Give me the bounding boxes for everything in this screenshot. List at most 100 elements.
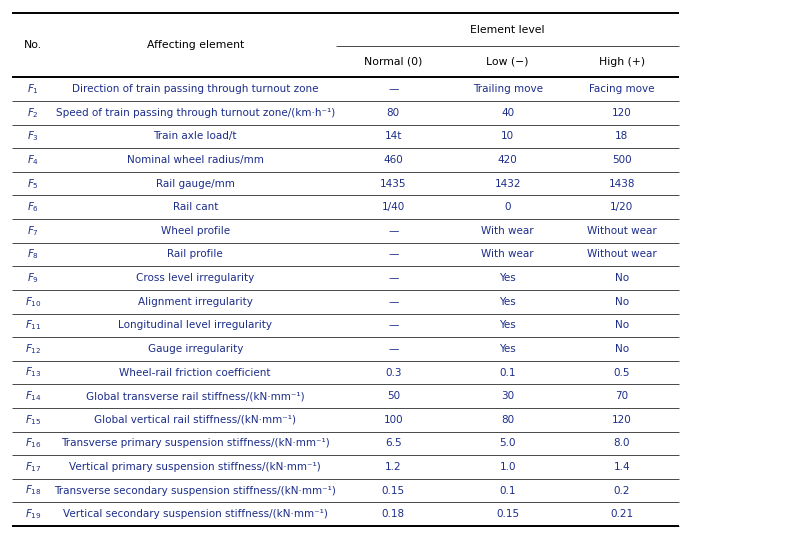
Text: 14t: 14t: [385, 131, 402, 142]
Text: Vertical primary suspension stiffness/(kN·mm⁻¹): Vertical primary suspension stiffness/(k…: [69, 462, 321, 472]
Text: Longitudinal level irregularity: Longitudinal level irregularity: [118, 320, 272, 331]
Text: $F_{14}$: $F_{14}$: [24, 389, 42, 403]
Text: $F_5$: $F_5$: [27, 177, 39, 191]
Text: 10: 10: [501, 131, 514, 142]
Text: $F_7$: $F_7$: [27, 224, 39, 238]
Text: Wheel profile: Wheel profile: [161, 226, 230, 236]
Text: 0.21: 0.21: [611, 509, 634, 519]
Text: Yes: Yes: [500, 273, 516, 283]
Text: 1.4: 1.4: [614, 462, 630, 472]
Text: $F_{16}$: $F_{16}$: [24, 436, 42, 450]
Text: Without wear: Without wear: [587, 249, 656, 260]
Text: 1.0: 1.0: [500, 462, 516, 472]
Text: Low (−): Low (−): [486, 57, 529, 67]
Text: $F_4$: $F_4$: [27, 153, 39, 167]
Text: 0.3: 0.3: [385, 367, 402, 378]
Text: Nominal wheel radius/mm: Nominal wheel radius/mm: [127, 155, 264, 165]
Text: 40: 40: [501, 108, 514, 118]
Text: $F_1$: $F_1$: [27, 82, 39, 96]
Text: Yes: Yes: [500, 320, 516, 331]
Text: —: —: [388, 344, 399, 354]
Text: —: —: [388, 320, 399, 331]
Text: $F_{11}$: $F_{11}$: [24, 318, 41, 332]
Text: 30: 30: [501, 391, 514, 401]
Text: No: No: [615, 297, 629, 307]
Text: 1432: 1432: [494, 179, 521, 189]
Text: 0.18: 0.18: [381, 509, 405, 519]
Text: 1.2: 1.2: [385, 462, 402, 472]
Text: Without wear: Without wear: [587, 226, 656, 236]
Text: Affecting element: Affecting element: [147, 41, 243, 50]
Text: $F_6$: $F_6$: [27, 200, 39, 214]
Text: 1438: 1438: [608, 179, 635, 189]
Text: Train axle load/t: Train axle load/t: [154, 131, 237, 142]
Text: 0.15: 0.15: [496, 509, 519, 519]
Text: High (+): High (+): [599, 57, 645, 67]
Text: 80: 80: [387, 108, 400, 118]
Text: $F_{10}$: $F_{10}$: [24, 295, 42, 309]
Text: 0.15: 0.15: [381, 485, 405, 496]
Text: Yes: Yes: [500, 344, 516, 354]
Text: 8.0: 8.0: [614, 438, 630, 449]
Text: —: —: [388, 226, 399, 236]
Text: 50: 50: [387, 391, 400, 401]
Text: Facing move: Facing move: [589, 84, 655, 94]
Text: 80: 80: [501, 415, 514, 425]
Text: 0.5: 0.5: [614, 367, 630, 378]
Text: 0.2: 0.2: [614, 485, 630, 496]
Text: —: —: [388, 249, 399, 260]
Text: Trailing move: Trailing move: [473, 84, 543, 94]
Text: Yes: Yes: [500, 297, 516, 307]
Text: 70: 70: [615, 391, 629, 401]
Text: With wear: With wear: [481, 226, 534, 236]
Text: 500: 500: [612, 155, 632, 165]
Text: 5.0: 5.0: [500, 438, 516, 449]
Text: 0.1: 0.1: [500, 367, 516, 378]
Text: $F_{12}$: $F_{12}$: [25, 342, 41, 356]
Text: $F_{17}$: $F_{17}$: [24, 460, 41, 474]
Text: No.: No.: [24, 41, 42, 50]
Text: $F_{15}$: $F_{15}$: [24, 413, 41, 427]
Text: $F_9$: $F_9$: [27, 271, 39, 285]
Text: 420: 420: [498, 155, 518, 165]
Text: Rail profile: Rail profile: [167, 249, 223, 260]
Text: Normal (0): Normal (0): [364, 57, 422, 67]
Text: 120: 120: [612, 415, 632, 425]
Text: No: No: [615, 344, 629, 354]
Text: 1/20: 1/20: [610, 202, 634, 213]
Text: With wear: With wear: [481, 249, 534, 260]
Text: Transverse primary suspension stiffness/(kN·mm⁻¹): Transverse primary suspension stiffness/…: [61, 438, 329, 449]
Text: 6.5: 6.5: [385, 438, 402, 449]
Text: Rail cant: Rail cant: [173, 202, 218, 213]
Text: —: —: [388, 297, 399, 307]
Text: $F_{19}$: $F_{19}$: [24, 507, 42, 521]
Text: —: —: [388, 84, 399, 94]
Text: No: No: [615, 320, 629, 331]
Text: Element level: Element level: [470, 25, 545, 35]
Text: 0.1: 0.1: [500, 485, 516, 496]
Text: Direction of train passing through turnout zone: Direction of train passing through turno…: [72, 84, 318, 94]
Text: $F_3$: $F_3$: [27, 130, 39, 143]
Text: Global transverse rail stiffness/(kN·mm⁻¹): Global transverse rail stiffness/(kN·mm⁻…: [86, 391, 304, 401]
Text: —: —: [388, 273, 399, 283]
Text: 100: 100: [384, 415, 403, 425]
Text: $F_{18}$: $F_{18}$: [24, 484, 42, 498]
Text: 1435: 1435: [380, 179, 407, 189]
Text: Cross level irregularity: Cross level irregularity: [136, 273, 255, 283]
Text: Global vertical rail stiffness/(kN·mm⁻¹): Global vertical rail stiffness/(kN·mm⁻¹): [95, 415, 296, 425]
Text: Vertical secondary suspension stiffness/(kN·mm⁻¹): Vertical secondary suspension stiffness/…: [63, 509, 328, 519]
Text: $F_8$: $F_8$: [27, 248, 39, 262]
Text: $F_{13}$: $F_{13}$: [24, 366, 42, 380]
Text: Wheel-rail friction coefficient: Wheel-rail friction coefficient: [120, 367, 271, 378]
Text: Gauge irregularity: Gauge irregularity: [147, 344, 243, 354]
Text: 460: 460: [384, 155, 403, 165]
Text: Alignment irregularity: Alignment irregularity: [138, 297, 253, 307]
Text: 18: 18: [615, 131, 629, 142]
Text: Rail gauge/mm: Rail gauge/mm: [156, 179, 235, 189]
Text: 120: 120: [612, 108, 632, 118]
Text: $F_2$: $F_2$: [27, 106, 39, 120]
Text: No: No: [615, 273, 629, 283]
Text: 0: 0: [504, 202, 511, 213]
Text: 1/40: 1/40: [381, 202, 405, 213]
Text: Speed of train passing through turnout zone/(km·h⁻¹): Speed of train passing through turnout z…: [56, 108, 335, 118]
